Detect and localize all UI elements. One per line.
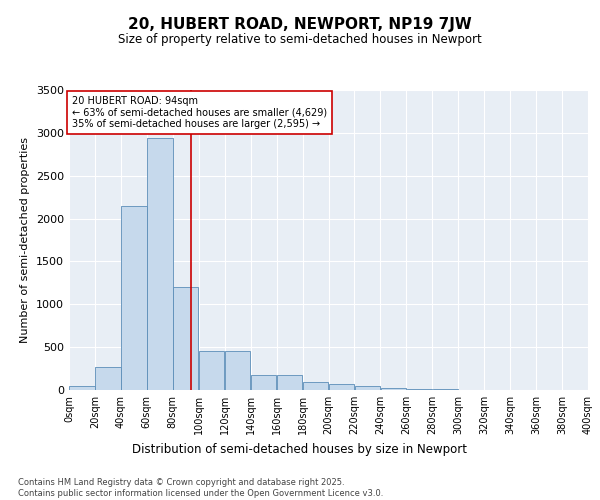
Bar: [329, 384, 354, 390]
Bar: [407, 388, 432, 390]
Bar: [95, 368, 121, 390]
Bar: [147, 138, 173, 390]
Bar: [69, 386, 95, 390]
Text: Size of property relative to semi-detached houses in Newport: Size of property relative to semi-detach…: [118, 32, 482, 46]
Bar: [251, 376, 277, 390]
Bar: [277, 376, 302, 390]
Bar: [355, 386, 380, 390]
Bar: [199, 350, 224, 390]
Y-axis label: Number of semi-detached properties: Number of semi-detached properties: [20, 137, 31, 343]
Bar: [225, 351, 250, 390]
Bar: [173, 287, 199, 390]
Bar: [380, 388, 406, 390]
Bar: [121, 206, 146, 390]
Text: Distribution of semi-detached houses by size in Newport: Distribution of semi-detached houses by …: [133, 442, 467, 456]
Text: 20, HUBERT ROAD, NEWPORT, NP19 7JW: 20, HUBERT ROAD, NEWPORT, NP19 7JW: [128, 18, 472, 32]
Text: Contains HM Land Registry data © Crown copyright and database right 2025.
Contai: Contains HM Land Registry data © Crown c…: [18, 478, 383, 498]
Bar: [303, 382, 328, 390]
Text: 20 HUBERT ROAD: 94sqm
← 63% of semi-detached houses are smaller (4,629)
35% of s: 20 HUBERT ROAD: 94sqm ← 63% of semi-deta…: [71, 96, 327, 129]
